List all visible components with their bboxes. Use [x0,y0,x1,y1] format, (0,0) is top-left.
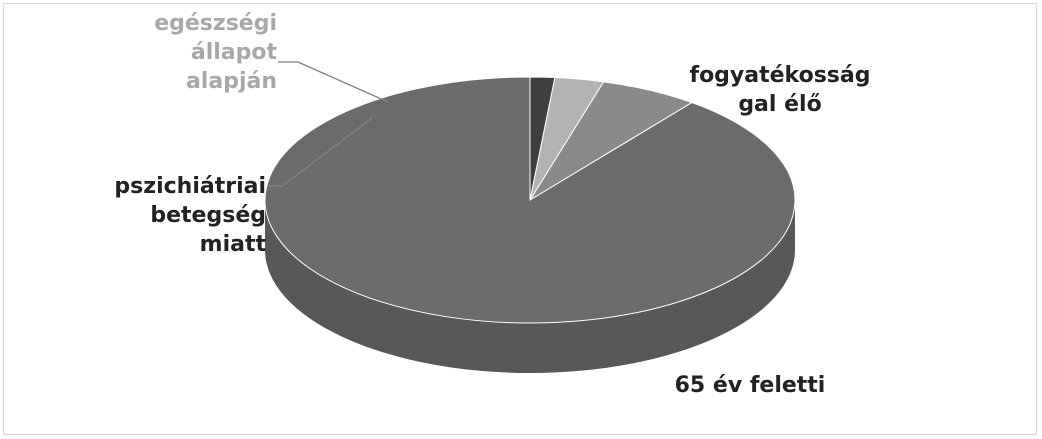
slice-label-3: fogyatékosság gal élő [690,63,871,117]
slice-label-2-line-2: alapján [186,69,277,94]
leader-lines [268,61,389,187]
slice-label-1: pszichiátriai betegség miatt [114,174,266,257]
slice-labels: 65 év feletti pszichiátriai betegség miatt e… [114,11,870,398]
slice-label-0-line-0: 65 év feletti [675,373,826,398]
slice-label-3-line-1: gal élő [738,92,821,117]
slice-label-0: 65 év feletti [675,373,826,398]
pie-side-0 [265,200,795,373]
slice-label-2: egészségi állapot alapján [154,11,277,94]
slice-label-2-line-0: egészségi [154,11,277,36]
slice-label-2-line-1: állapot [191,40,278,65]
pie-slices [264,76,796,373]
slice-label-3-line-0: fogyatékosság [690,63,871,88]
leader-line-2 [278,61,389,103]
leader-line-1 [268,117,373,187]
slice-label-1-line-0: pszichiátriai [114,174,266,199]
pie-slice-3 [529,76,556,201]
slice-label-1-line-2: miatt [200,232,267,257]
pie-slice-0 [264,76,796,324]
slice-label-1-line-1: betegség [150,203,266,228]
